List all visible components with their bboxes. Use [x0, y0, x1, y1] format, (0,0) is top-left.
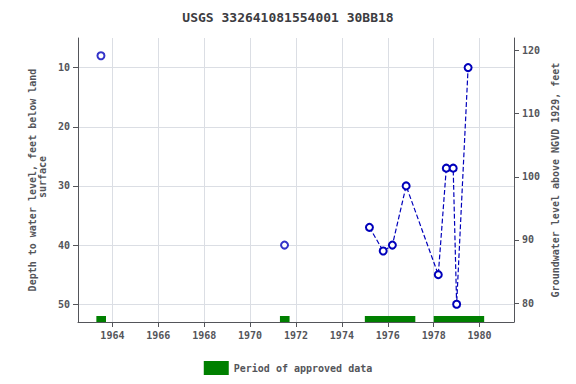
svg-text:80: 80 [522, 298, 534, 309]
svg-text:1976: 1976 [376, 330, 400, 341]
svg-text:50: 50 [58, 299, 70, 310]
svg-text:30: 30 [58, 180, 70, 191]
svg-text:20: 20 [58, 121, 70, 132]
svg-text:100: 100 [522, 171, 540, 182]
svg-text:Depth to water level, feet bel: Depth to water level, feet below land [26, 68, 38, 292]
svg-text:1970: 1970 [238, 330, 262, 341]
svg-text:1974: 1974 [330, 330, 354, 341]
svg-text:1968: 1968 [192, 330, 216, 341]
svg-text:120: 120 [522, 45, 540, 56]
svg-text:10: 10 [58, 62, 70, 73]
svg-text:USGS 332641081554001 30BB18: USGS 332641081554001 30BB18 [182, 10, 393, 25]
svg-text:90: 90 [522, 234, 534, 245]
svg-text:40: 40 [58, 240, 70, 251]
svg-text:Groundwater level above NGVD 1: Groundwater level above NGVD 1929, feet [550, 63, 561, 298]
svg-text:surface: surface [37, 156, 48, 204]
svg-text:110: 110 [522, 108, 540, 119]
svg-text:1972: 1972 [284, 330, 308, 341]
svg-text:1980: 1980 [468, 330, 492, 341]
svg-text:Period of approved data: Period of approved data [234, 363, 372, 374]
svg-text:1978: 1978 [422, 330, 446, 341]
svg-text:1966: 1966 [146, 330, 170, 341]
svg-text:1964: 1964 [100, 330, 124, 341]
